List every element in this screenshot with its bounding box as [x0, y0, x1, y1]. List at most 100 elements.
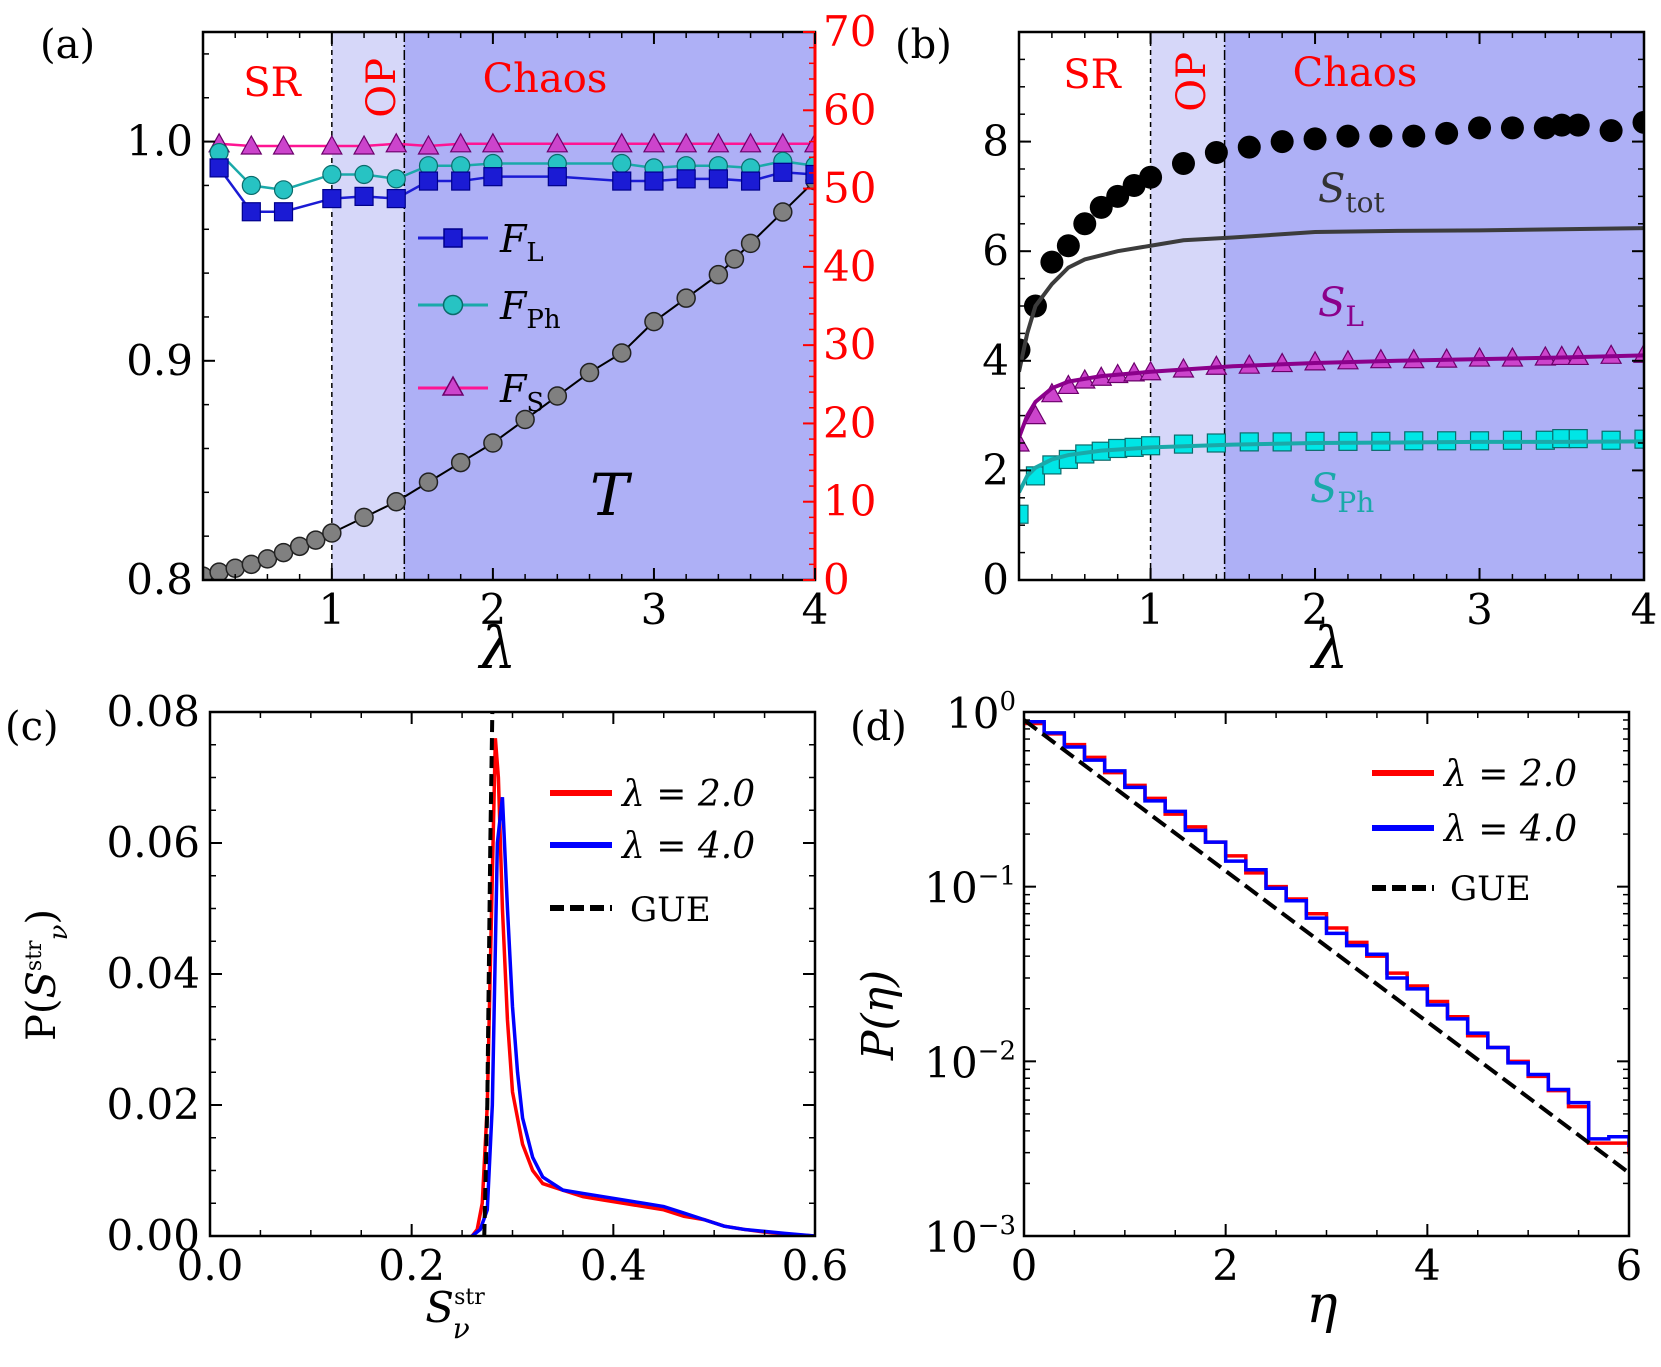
fph-point — [273, 180, 294, 200]
t-point — [611, 343, 632, 363]
fph-point — [386, 169, 406, 189]
fph-point — [241, 175, 261, 196]
s-tot-point — [1566, 113, 1590, 137]
t-curve-label: T — [590, 461, 633, 529]
t-point — [740, 233, 761, 254]
fph-point — [322, 164, 342, 185]
fs-point — [675, 132, 698, 153]
y-tick-label: 0 — [982, 555, 1009, 604]
legend-fph-marker — [442, 294, 464, 316]
panel-d: 0 2 4 6 100 10−1 10−2 10−3 (d) λ = 2.0 λ = 4.0 … — [850, 687, 1642, 1335]
fs-point — [739, 132, 762, 153]
legend-a: FL FPh FS — [418, 217, 561, 418]
s-tot-curve — [1019, 226, 1644, 373]
region-label-op: OP — [359, 58, 405, 118]
t-point — [724, 249, 745, 269]
s-tot-point — [1139, 165, 1163, 189]
fs-point — [546, 132, 569, 153]
y-tick-label: 1.0 — [126, 117, 193, 166]
s-tot-point — [1500, 116, 1524, 140]
t-point — [273, 542, 294, 563]
fs-point — [353, 134, 376, 155]
s-l-label: SL — [1318, 280, 1364, 333]
y-tick-label: 10−1 — [924, 862, 1016, 913]
x-tick-label: 0 — [1011, 1241, 1038, 1290]
s-tot-point — [1632, 110, 1644, 134]
fs-point — [272, 134, 295, 155]
x-tick-label: 1 — [1137, 585, 1164, 634]
gue-curve — [1024, 718, 1629, 1175]
y-tick-label: 4 — [982, 336, 1009, 385]
s-tot-point — [1171, 152, 1195, 176]
t-point — [515, 409, 535, 430]
legend-fph-label: FPh — [499, 284, 561, 335]
fl-point — [209, 158, 229, 178]
s-tot-point — [1204, 141, 1228, 165]
x-tick-label: 2 — [1212, 1241, 1239, 1290]
fl-point — [483, 167, 503, 187]
x-tick-label: 4 — [1414, 1241, 1441, 1290]
right-y-tick-label: 70 — [823, 7, 876, 56]
s-tot-point — [1089, 195, 1113, 219]
t-point — [289, 536, 310, 557]
x-tick-label: 3 — [641, 585, 668, 634]
x-tick-label: 0.2 — [378, 1241, 445, 1290]
x-axis-label-c: Sstr ν — [425, 1283, 485, 1345]
x-tick-label: 4 — [1631, 585, 1658, 634]
s-l-point — [1019, 431, 1031, 452]
s-tot-point — [1056, 234, 1080, 258]
y-tick-label: 2 — [982, 445, 1009, 494]
fs-point — [320, 134, 343, 155]
x-tick-label: 0.0 — [177, 1241, 244, 1290]
x-tick-label: 2 — [1302, 585, 1329, 634]
fl-point — [354, 186, 374, 206]
x-tick-label: 0.6 — [782, 1241, 849, 1290]
y-tick-label: 0.9 — [126, 336, 193, 385]
panel-label-d: (d) — [850, 704, 907, 750]
s-tot-point — [1106, 184, 1130, 208]
legend-d: λ = 2.0 λ = 4.0 GUE — [1372, 754, 1577, 909]
fs-point — [642, 132, 665, 153]
right-y-tick-label: 10 — [823, 477, 876, 526]
region-label-chaos: Chaos — [483, 56, 608, 102]
fl-point — [386, 188, 406, 209]
s-l-point — [1336, 349, 1359, 370]
s-l-point — [1024, 404, 1047, 425]
t-point — [450, 452, 471, 473]
s-tot-point — [1336, 124, 1360, 148]
fl-point — [773, 162, 793, 182]
s-ph-point — [1239, 432, 1259, 452]
s-ph-curve — [1019, 439, 1644, 494]
t-point — [209, 562, 229, 580]
t-point — [386, 491, 407, 512]
s-l-point — [1632, 342, 1644, 363]
t-point — [257, 549, 278, 569]
right-y-tick-label: 40 — [823, 242, 876, 291]
legend-d-gue-label: GUE — [1450, 869, 1531, 909]
y-axis-label-c: P(Sstrν) — [19, 909, 74, 1041]
s-tot-point — [1270, 130, 1294, 154]
t-point — [418, 472, 439, 492]
region-label-op: OP — [1169, 52, 1215, 112]
panel-c: 0.0 0.2 0.4 0.6 0.00 0.02 0.04 0.06 0.08 (c) λ =… — [5, 687, 848, 1345]
region-label-sr: SR — [1063, 52, 1122, 98]
fs-point — [803, 132, 815, 153]
y-tick-label: 100 — [946, 687, 1016, 738]
legend-c-blue-label: λ = 4.0 — [620, 826, 755, 867]
s-l-curve — [1019, 353, 1644, 439]
s-tot-point — [1402, 124, 1426, 148]
s-tot-label: Stot — [1318, 166, 1386, 219]
fl-point — [547, 167, 567, 187]
y-tick-label: 10−2 — [924, 1036, 1016, 1087]
legend-c: λ = 2.0 λ = 4.0 GUE — [550, 774, 755, 930]
legend-fs-marker — [441, 375, 465, 396]
op-region — [1150, 32, 1225, 580]
y-tick-label: 10−3 — [924, 1211, 1016, 1262]
fl-point — [805, 164, 815, 185]
t-point — [241, 554, 262, 575]
panel-label-a: (a) — [40, 22, 95, 68]
t-point — [305, 530, 326, 550]
region-label-sr: SR — [243, 60, 302, 106]
x-axis-label-a: λ — [478, 614, 517, 682]
panel-a: 1 2 3 4 0.8 0.9 1.0 0 10 20 30 40 50 60 70 (a) SR OP C… — [40, 7, 876, 682]
